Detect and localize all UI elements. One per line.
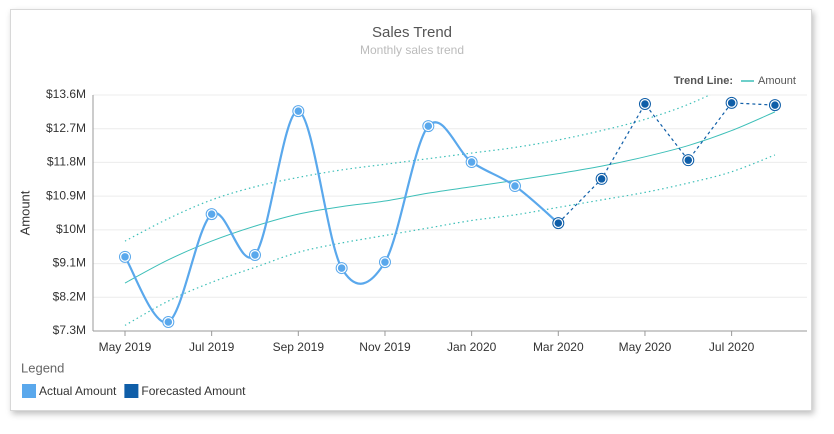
point-ring (508, 180, 521, 193)
point-ring (595, 172, 608, 185)
y-axis-label: Amount (17, 190, 32, 235)
point (379, 256, 391, 268)
trend-title: Trend Line: (674, 75, 733, 87)
trend-upper (124, 95, 711, 242)
x-tick-label: Mar 2020 (533, 340, 584, 354)
point (769, 99, 781, 111)
trend-line (124, 111, 776, 284)
chart-title: Sales Trend (372, 24, 452, 41)
point (206, 208, 217, 220)
legend-swatch (124, 384, 139, 398)
y-tick-label: $10.9M (46, 188, 86, 202)
point (163, 316, 174, 328)
point-ring (768, 99, 781, 112)
point (466, 156, 477, 168)
y-tick-label: $8.2M (53, 289, 86, 303)
point (119, 251, 131, 263)
y-tick-label: $12.7M (46, 121, 86, 135)
line (557, 102, 775, 224)
y-tick-label: $11.8M (47, 155, 86, 169)
y-tick-label: $9.1M (53, 256, 86, 270)
chart-subtitle: Monthly sales trend (360, 43, 464, 57)
y-tick-label: $10M (56, 222, 86, 236)
point-ring (552, 217, 565, 230)
x-tick-label: May 2020 (619, 340, 672, 354)
x-tick-label: Nov 2019 (359, 340, 411, 354)
point (509, 180, 521, 192)
point-ring (248, 248, 261, 261)
trend-legend-label: Amount (758, 75, 796, 87)
point (596, 173, 607, 185)
line (124, 110, 560, 324)
legend-label: Forecasted Amount (141, 384, 246, 398)
point (683, 154, 694, 166)
legend-title: Legend (21, 360, 64, 375)
trend-lower (124, 154, 776, 326)
x-tick-label: Jul 2020 (709, 340, 755, 354)
chart-card (10, 9, 812, 411)
point-ring (378, 256, 391, 269)
x-tick-label: Sep 2019 (273, 340, 325, 354)
point (726, 97, 737, 109)
point (293, 105, 304, 117)
point-ring (422, 120, 435, 133)
plot-area (124, 95, 776, 326)
point-ring (638, 97, 651, 110)
legend-label: Actual Amount (39, 384, 117, 398)
x-tick-label: Jul 2019 (189, 340, 235, 354)
x-tick-label: May 2019 (99, 340, 152, 354)
point-ring (682, 154, 695, 167)
point (336, 262, 347, 274)
point-ring (119, 250, 131, 263)
point (553, 217, 564, 229)
point-ring (465, 156, 478, 169)
x-tick-label: Jan 2020 (447, 340, 497, 354)
point-ring (292, 105, 305, 118)
point-ring (725, 96, 738, 109)
y-tick-label: $7.3M (53, 323, 86, 337)
point (249, 249, 261, 261)
point (639, 98, 651, 110)
legend-swatch (22, 384, 36, 398)
point-ring (205, 208, 218, 221)
point-ring (335, 262, 348, 275)
point (423, 120, 434, 132)
y-tick-label: $13.6M (46, 87, 86, 101)
point-ring (162, 316, 175, 329)
